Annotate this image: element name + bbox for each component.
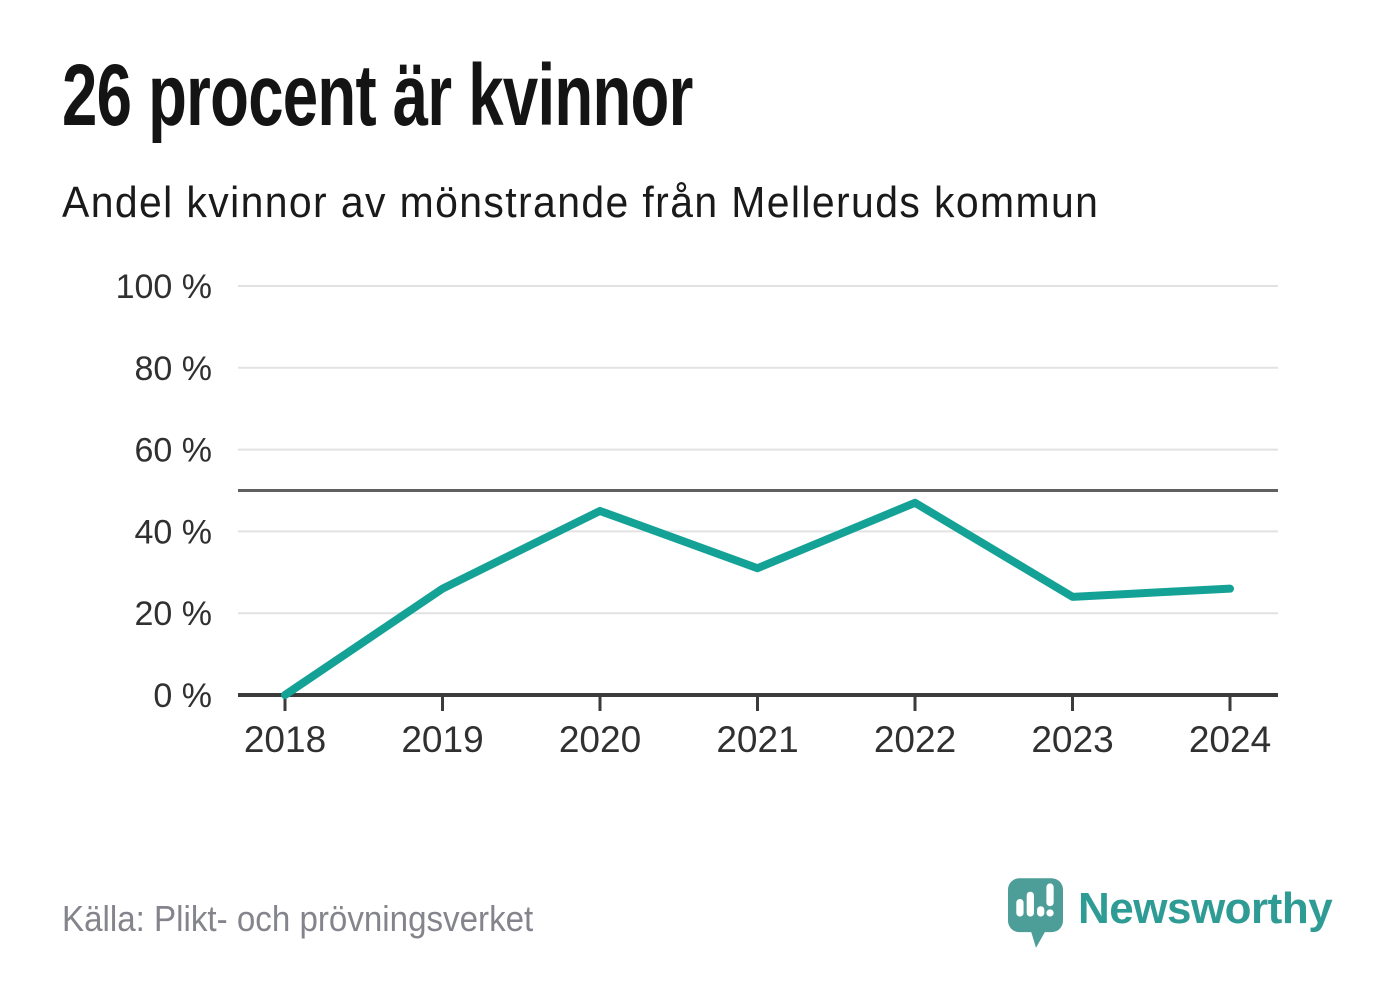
y-tick-label: 0 % [153,677,212,715]
x-tick-label: 2023 [1031,719,1113,760]
y-tick-label: 20 % [135,595,213,633]
logo-bubble-tail [1028,923,1050,948]
x-tick-label: 2019 [401,719,483,760]
x-tick-label: 2021 [716,719,798,760]
x-tick-label: 2020 [559,719,641,760]
x-tick-label: 2018 [244,719,326,760]
logo-exclamation-dot [1046,909,1054,917]
y-tick-label: 80 % [135,350,213,388]
newsworthy-logo-icon [1008,878,1063,948]
logo-bar-1 [1016,898,1024,917]
chart-title: 26 procent är kvinnor [62,47,693,144]
x-tick-label: 2024 [1189,719,1271,760]
x-tick-label: 2022 [874,719,956,760]
y-tick-label: 40 % [135,513,213,551]
data-line [281,498,1234,699]
source-note: Källa: Plikt- och prövningsverket [62,898,534,939]
chart-subtitle: Andel kvinnor av mönstrande från Melleru… [62,178,1100,227]
logo-bar-3 [1037,906,1045,917]
y-tick-label: 60 % [135,432,213,470]
logo-exclamation-bar [1046,883,1054,907]
y-tick-label: 100 % [116,268,212,306]
line-chart: 100 % 80 % 60 % 40 % 20 % 0 % 2018 2019 2020 2021… [116,268,1278,760]
newsworthy-logo: Newsworthy [1008,878,1333,950]
newsworthy-logo-text: Newsworthy [1078,884,1333,933]
logo-bar-2 [1026,891,1034,917]
